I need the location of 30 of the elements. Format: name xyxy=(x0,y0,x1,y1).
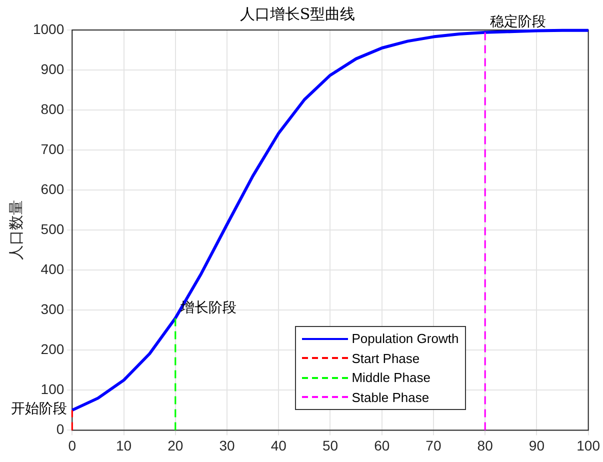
x-tick-label: 40 xyxy=(270,437,287,454)
y-tick-label: 400 xyxy=(40,260,64,277)
y-tick-label: 100 xyxy=(40,381,64,398)
x-tick-label: 10 xyxy=(116,437,132,454)
legend-label: Population Growth xyxy=(352,331,459,346)
y-tick-label: 600 xyxy=(40,180,64,197)
y-tick-label: 1000 xyxy=(32,20,64,37)
annotation: 开始阶段 xyxy=(11,400,68,417)
legend-label: Start Phase xyxy=(352,350,420,366)
y-tick-label: 0 xyxy=(56,421,64,438)
x-tick-label: 80 xyxy=(477,437,494,454)
y-tick-label: 800 xyxy=(40,100,64,117)
y-tick-label: 700 xyxy=(40,140,64,157)
x-tick-label: 60 xyxy=(374,437,390,454)
x-tick-label: 50 xyxy=(322,437,338,454)
y-tick-label: 900 xyxy=(40,60,64,77)
x-tick-label: 20 xyxy=(168,437,184,454)
chart-title: 人口增长S型曲线 xyxy=(240,4,356,23)
x-tick-label: 30 xyxy=(219,437,235,454)
annotation: 稳定阶段 xyxy=(490,14,546,30)
x-tick-label: 90 xyxy=(528,437,545,454)
x-tick-label: 70 xyxy=(426,437,442,454)
y-tick-label: 200 xyxy=(40,341,64,358)
legend-label: Stable Phase xyxy=(352,390,430,405)
x-tick-label: 0 xyxy=(68,437,76,454)
legend-label: Middle Phase xyxy=(352,370,430,386)
x-tick-label: 100 xyxy=(576,437,600,454)
y-axis-title: 人口数量 xyxy=(6,200,25,260)
y-tick-label: 300 xyxy=(40,301,64,317)
y-tick-label: 500 xyxy=(40,220,64,237)
